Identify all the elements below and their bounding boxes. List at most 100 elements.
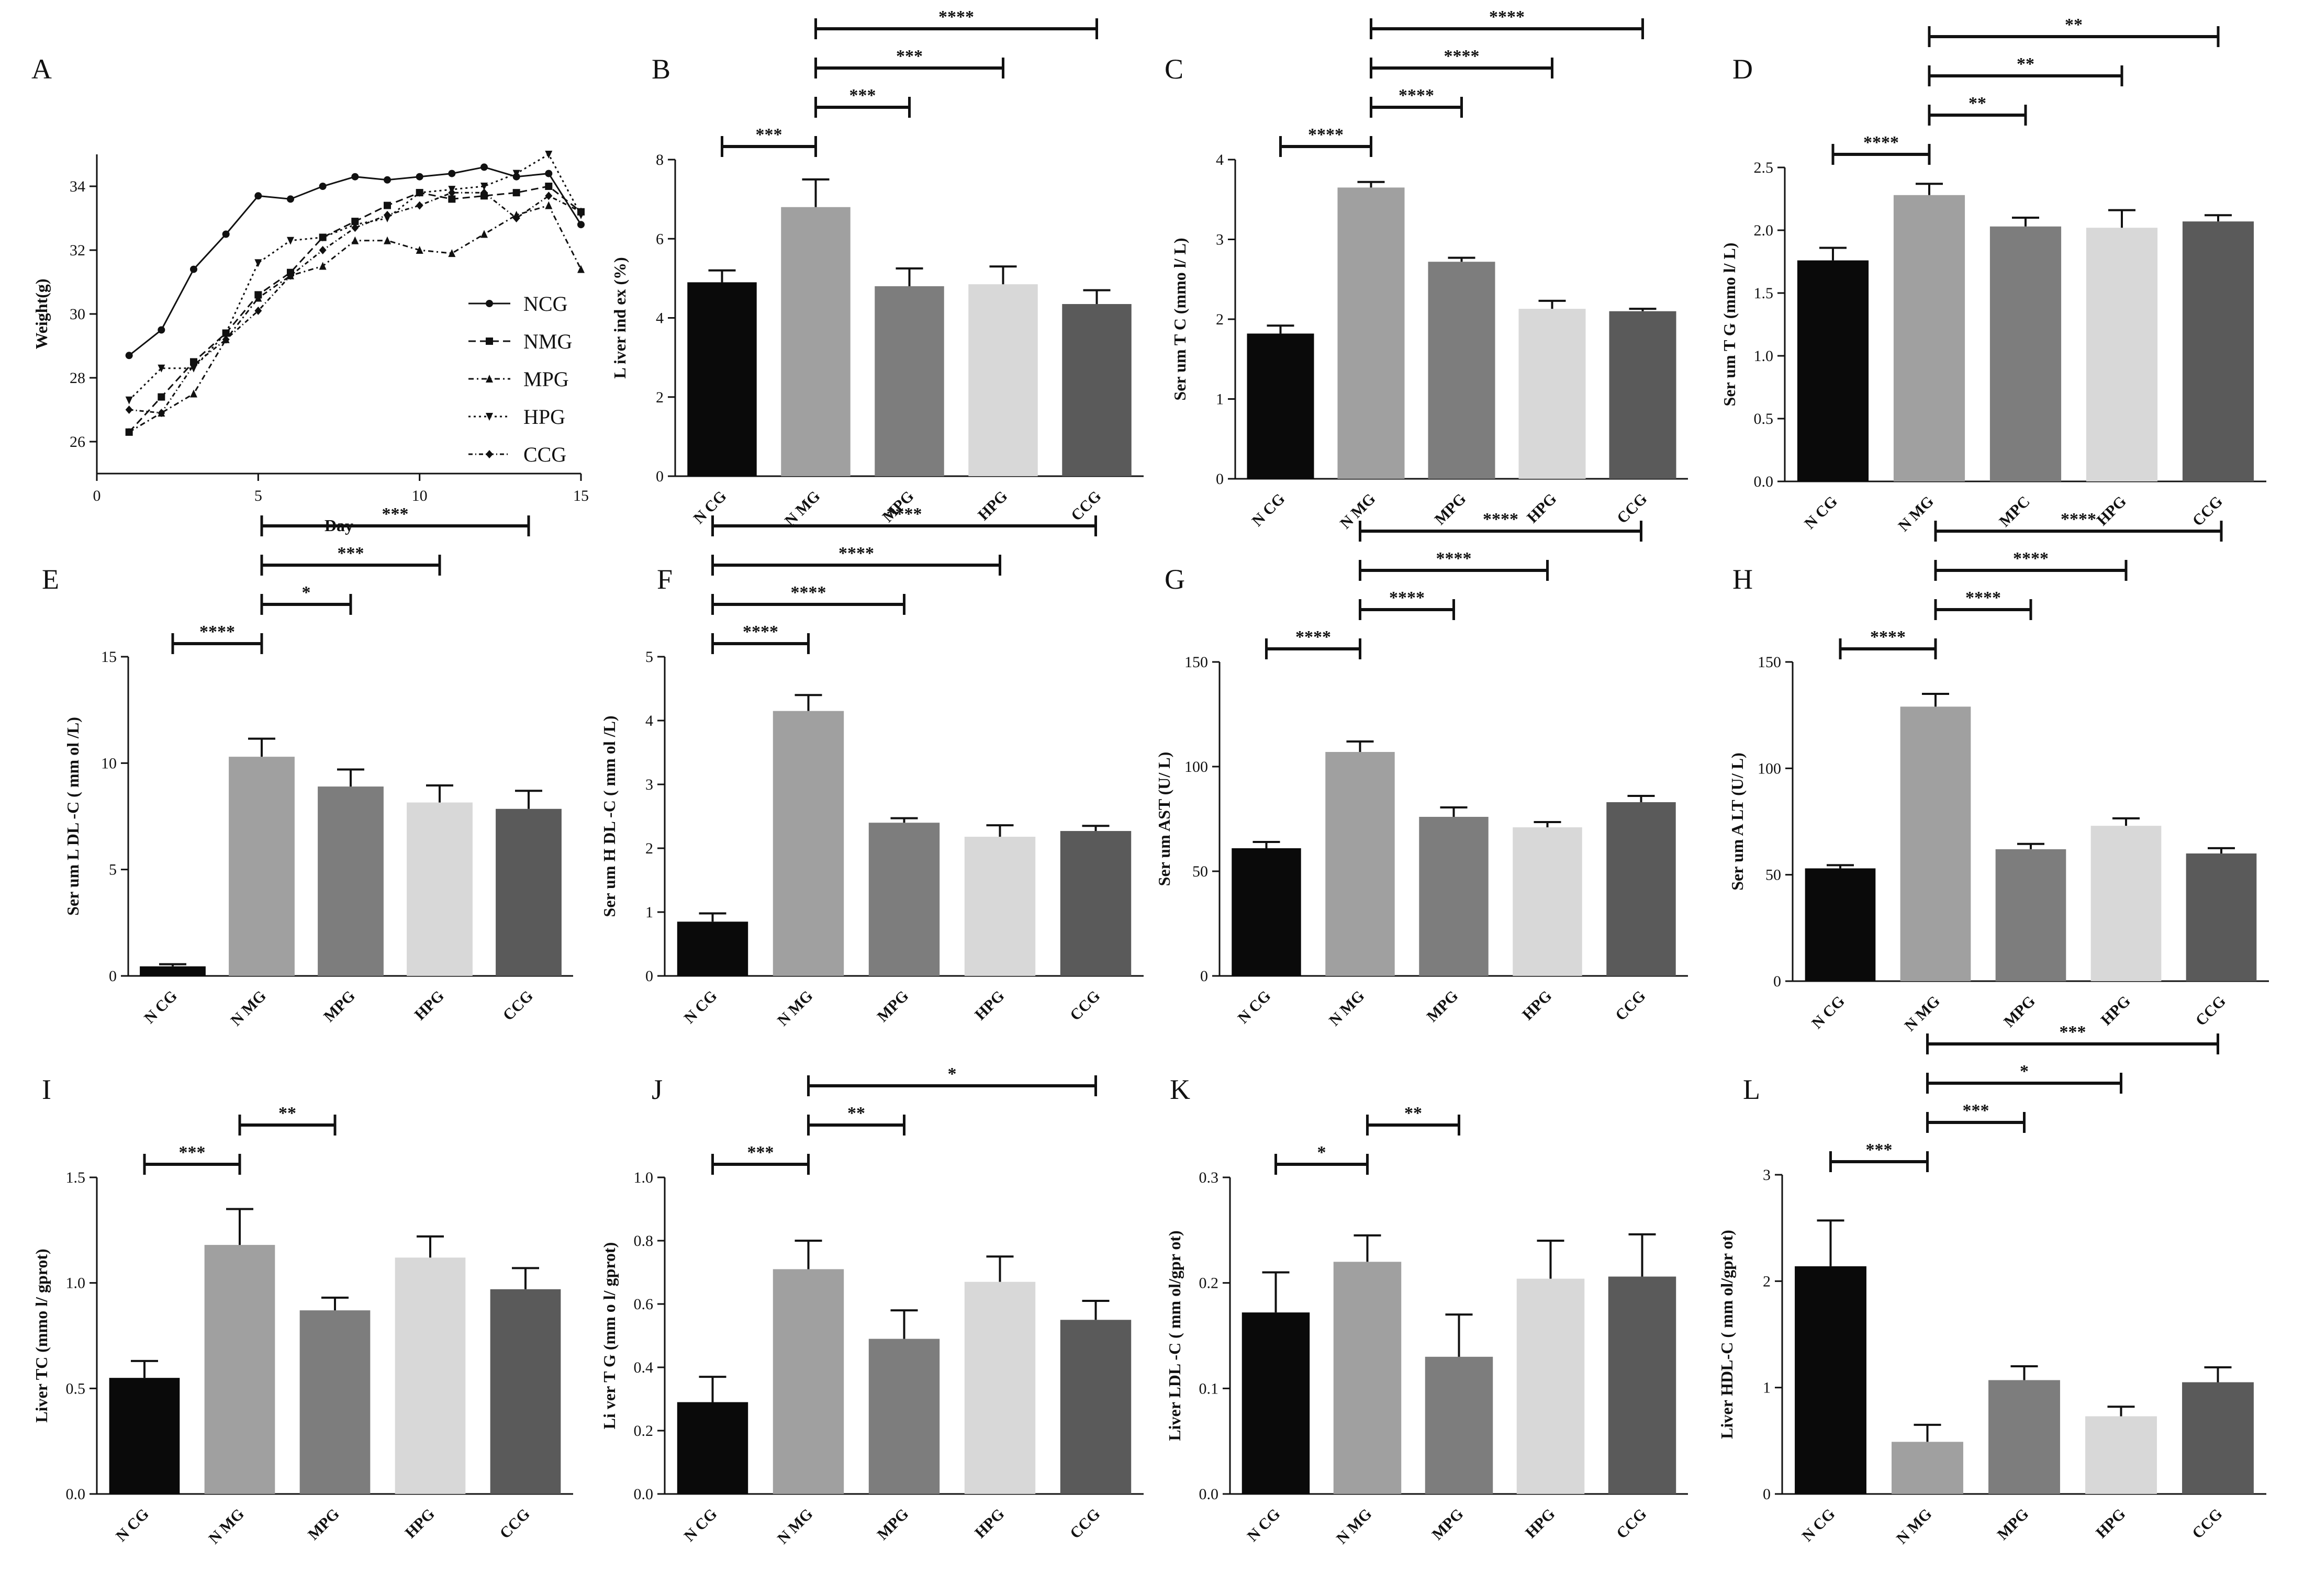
significance-label: *** (849, 86, 876, 105)
bar (407, 802, 473, 976)
y-tick-label: 0.3 (1199, 1169, 1219, 1186)
bar (1609, 311, 1676, 479)
data-point (448, 195, 456, 203)
category-label: N MG (227, 987, 269, 1029)
panel-letter: H (1732, 564, 1753, 595)
bar (1425, 1356, 1493, 1494)
data-point (577, 265, 585, 273)
category-label: N CG (1244, 1505, 1284, 1545)
bar (1247, 333, 1314, 479)
category-label: HPG (971, 1505, 1008, 1542)
bar (1606, 802, 1676, 976)
y-tick-label: 2.0 (1754, 222, 1774, 239)
bar (2090, 826, 2162, 981)
category-label: CCG (1067, 1505, 1103, 1542)
y-tick-label: 1.0 (1754, 347, 1774, 365)
y-tick-label: 0.0 (66, 1486, 86, 1503)
panel-letter: K (1170, 1074, 1190, 1105)
bar (2182, 221, 2254, 481)
y-tick-label: 2.5 (1754, 159, 1774, 176)
data-point (384, 176, 391, 184)
bar (299, 1310, 371, 1494)
y-axis-title: Ser um L DL -C ( mm ol /L) (63, 717, 82, 916)
y-tick-label: 1 (1763, 1379, 1771, 1397)
data-point (480, 230, 488, 238)
panel-h: H 0 50 100 150 Ser um A LT (U/ L) N CG N MG MPG H… (1728, 510, 2269, 1035)
series-ncg (125, 163, 585, 359)
data-point (125, 406, 133, 414)
category-label: HPG (2093, 1505, 2129, 1542)
y-tick-label: 0 (1216, 470, 1224, 488)
bar (773, 1269, 844, 1494)
category-label: N MG (781, 488, 823, 530)
panel-l: L 0 1 2 3 Liver HDL-C ( mm ol/gpr ot) N CG N MG… (1717, 1022, 2266, 1547)
significance-label: **** (1444, 47, 1480, 66)
legend-marker (486, 450, 493, 458)
significance-label: **** (1295, 627, 1331, 647)
y-tick-label: 4 (656, 310, 664, 327)
panel-d: D 0.0 0.5 1.0 1.5 2.0 2.5 Ser um T G (mmo l/ L)… (1720, 15, 2266, 535)
y-tick-label: 15 (101, 648, 117, 666)
bar (1516, 1278, 1585, 1494)
category-label: N CG (681, 987, 721, 1027)
category-label: HPG (2098, 993, 2134, 1029)
data-point (448, 170, 456, 177)
x-tick-label: 15 (573, 487, 589, 504)
data-point (254, 294, 262, 302)
data-point (545, 151, 553, 159)
category-label: N MG (1893, 1505, 1935, 1547)
data-point (190, 265, 197, 273)
significance-label: ** (1969, 94, 1986, 113)
y-axis-title: Li ver T G (mm o l/ gprot) (600, 1242, 619, 1430)
category-label: HPG (402, 1505, 438, 1542)
significance-label: *** (747, 1143, 774, 1162)
panel-letter: L (1743, 1074, 1760, 1105)
significance-label: **** (2061, 510, 2096, 529)
series-ccg (125, 188, 585, 418)
y-tick-label: 150 (1758, 654, 1781, 671)
category-label: CCG (1613, 1505, 1650, 1542)
bar (1333, 1262, 1402, 1494)
y-tick-label: 0.8 (634, 1232, 654, 1250)
category-label: HPG (2094, 493, 2130, 529)
legend-marker (486, 300, 493, 307)
y-tick-label: 32 (70, 242, 85, 259)
y-tick-label: 0 (1200, 968, 1208, 985)
category-label: MPG (1429, 1505, 1467, 1544)
bar (140, 966, 206, 976)
significance-label: *** (382, 504, 409, 524)
category-label: MPG (1994, 1505, 2032, 1544)
data-point (384, 210, 391, 219)
data-point (254, 192, 262, 200)
significance-label: * (2020, 1062, 2029, 1081)
legend-label: CCG (523, 443, 566, 466)
y-tick-label: 1.0 (66, 1275, 86, 1292)
panel-c: C 0 1 2 3 4 Ser um T C (mmo l/ L) N CG N MG MPG HP… (1165, 7, 1688, 532)
y-tick-label: 3 (1216, 231, 1224, 249)
category-label: CCG (499, 987, 536, 1024)
data-point (222, 329, 230, 338)
data-point (416, 189, 423, 197)
category-label: MPG (1431, 490, 1470, 529)
significance-label: **** (743, 622, 778, 642)
bar (1062, 304, 1132, 476)
y-tick-label: 0 (656, 468, 664, 485)
bar (1428, 262, 1495, 479)
y-tick-label: 1.0 (634, 1169, 654, 1186)
category-label: MPG (320, 987, 359, 1026)
panel-letter: G (1165, 564, 1185, 595)
y-tick-label: 2 (1763, 1273, 1771, 1290)
data-point (287, 195, 294, 203)
panel-j: J 0.0 0.2 0.4 0.6 0.8 1.0 Li ver T G (mm o l/ g… (600, 1064, 1144, 1547)
bar (496, 808, 562, 976)
y-tick-label: 28 (70, 369, 85, 387)
category-label: N CG (141, 987, 181, 1027)
legend-label: NCG (523, 292, 567, 316)
bar (2182, 1382, 2254, 1494)
y-tick-label: 4 (645, 712, 653, 729)
data-point (287, 237, 294, 245)
y-tick-label: 1 (1216, 391, 1224, 408)
legend-label: MPG (523, 367, 569, 391)
data-point (480, 163, 488, 171)
